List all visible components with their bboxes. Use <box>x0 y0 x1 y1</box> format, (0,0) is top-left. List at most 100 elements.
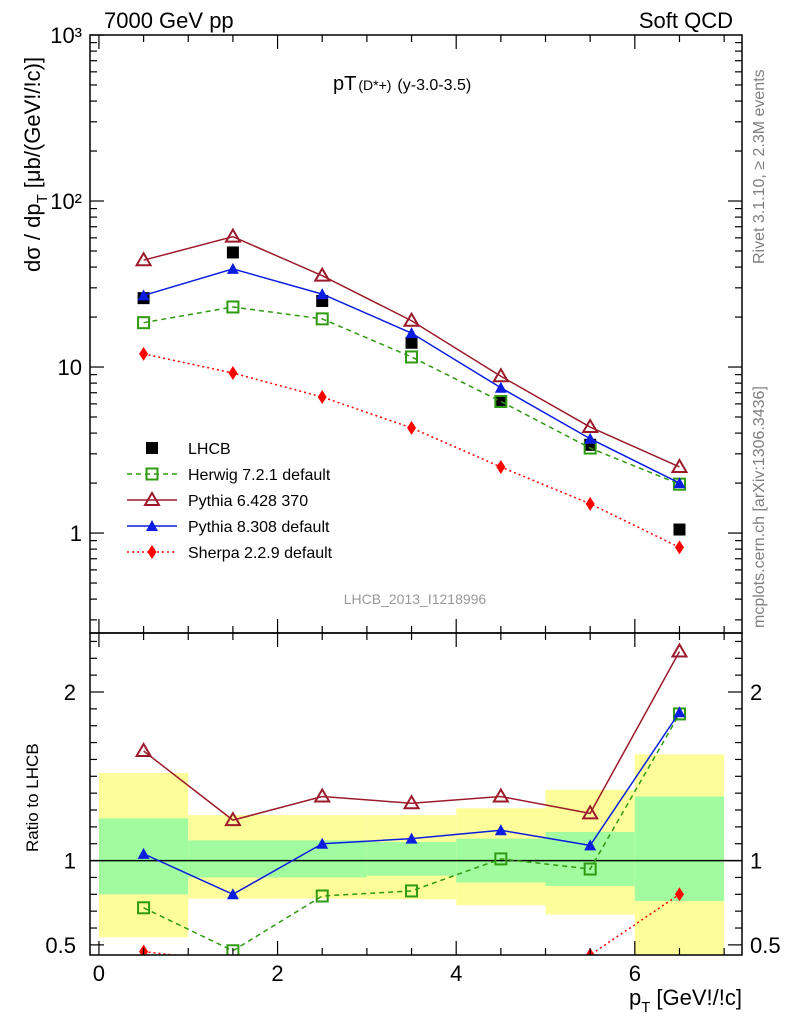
x-axis-label-units: [GeV!/!c] <box>656 985 742 1010</box>
ratio-point <box>316 837 329 849</box>
main-point <box>134 251 153 267</box>
ratio-point <box>405 832 418 844</box>
main-series-1 <box>137 300 686 491</box>
main-panel-series <box>134 227 689 555</box>
legend-marker <box>147 545 157 559</box>
y-tick-label: 10³ <box>50 23 82 48</box>
x-tick-label: 4 <box>450 961 462 986</box>
band-inner <box>188 840 278 878</box>
ratio-y-tick-label: 1 <box>64 849 76 874</box>
main-point <box>405 350 419 364</box>
main-point <box>315 312 329 326</box>
legend-entry: Sherpa 2.2.9 default <box>127 545 333 562</box>
legend-label: Sherpa 2.2.9 default <box>188 545 333 562</box>
legend-label: Pythia 6.428 370 <box>188 493 308 510</box>
legend-label: Herwig 7.2.1 default <box>188 467 331 484</box>
ratio-point <box>494 824 507 836</box>
ratio-point <box>315 889 329 903</box>
ratio-point <box>673 706 686 718</box>
band-inner <box>366 842 457 876</box>
main-frame <box>89 34 743 634</box>
ratio-uncertainty-bands <box>98 754 725 955</box>
plot-title: pT (D*+) (y-3.0-3.5) <box>333 73 471 95</box>
y-tick-label: 1 <box>70 521 82 546</box>
legend-entry: Herwig 7.2.1 default <box>127 467 331 484</box>
axes-frame: 1 10 10² 10³ 0 2 4 6 0.5 0.5 1 1 2 2 <box>45 23 780 986</box>
legend-entry: Pythia 6.428 370 <box>127 491 308 510</box>
main-series-line <box>143 306 680 485</box>
ratio-point <box>581 804 599 820</box>
main-point <box>402 311 421 327</box>
main-point <box>494 381 507 393</box>
legend: LHCB Herwig 7.2.1 default Pythia 6.428 370… <box>127 441 333 562</box>
ratio-y-tick-label-right: 1 <box>750 849 762 874</box>
process-label: Soft QCD <box>639 8 733 33</box>
ratio-point <box>674 887 684 902</box>
analysis-id: LHCB_2013_I1218996 <box>344 591 487 607</box>
ratio-frame <box>89 632 743 956</box>
main-point <box>670 457 689 473</box>
ratio-point <box>137 847 150 859</box>
main-point <box>137 316 151 330</box>
x-axis-label-text: p <box>629 985 641 1010</box>
x-tick-label: 2 <box>271 961 283 986</box>
ratio-point <box>137 901 151 915</box>
main-point <box>139 346 149 361</box>
legend-marker <box>146 442 158 454</box>
ratio-point <box>226 888 239 900</box>
main-point <box>226 246 239 259</box>
ratio-point <box>226 944 240 955</box>
y-axis-label-ratio: Ratio to LHCB <box>23 743 42 852</box>
main-series-4 <box>139 346 684 555</box>
y-axis-label-main-sub: T <box>34 194 51 203</box>
ratio-point <box>494 852 508 866</box>
main-point <box>137 289 150 301</box>
main-point <box>317 389 327 404</box>
ratio-series-line <box>143 651 681 821</box>
main-series-3 <box>137 262 686 489</box>
x-tick-label: 6 <box>629 961 641 986</box>
main-point <box>674 540 684 555</box>
ratio-point <box>492 787 510 803</box>
ratio-point <box>670 642 689 658</box>
main-point <box>496 459 506 474</box>
ratio-y-tick-label: 0.5 <box>45 933 76 958</box>
mcplots-label: mcplots.cern.ch [arXiv:1306.3436] <box>751 386 768 628</box>
ratio-point <box>500 954 502 955</box>
main-point <box>313 266 331 282</box>
legend-entry: LHCB <box>146 441 231 458</box>
ratio-y-tick-label: 2 <box>64 680 76 705</box>
plot-title-sub: (D*+) <box>358 77 391 93</box>
ratio-point <box>313 787 331 803</box>
ratio-point <box>134 742 153 758</box>
ratio-point <box>232 954 234 955</box>
main-point <box>316 288 329 300</box>
main-series-2 <box>134 227 689 473</box>
main-point <box>494 394 508 408</box>
ratio-series-1 <box>134 642 689 827</box>
legend-label: Pythia 8.308 default <box>188 519 330 536</box>
main-point <box>673 523 686 536</box>
main-point <box>585 496 595 511</box>
legend-marker <box>146 520 158 531</box>
ratio-point <box>224 811 242 827</box>
main-point <box>494 395 507 408</box>
x-axis-label-sub: T <box>641 999 650 1016</box>
main-point <box>226 300 240 314</box>
y-tick-label: 10² <box>50 189 82 214</box>
ratio-point <box>318 963 327 977</box>
ratio-point <box>584 839 597 851</box>
main-point <box>226 262 239 274</box>
y-tick-label: 10 <box>58 355 82 380</box>
ratio-point <box>583 862 597 876</box>
main-point <box>407 420 417 435</box>
ratio-y-tick-label-right: 2 <box>750 680 762 705</box>
main-point <box>405 336 418 349</box>
y-axis-label-main: dσ / dpT [μb/(GeV!/!c)] <box>20 57 51 272</box>
x-axis-label: pT [GeV!/!c] <box>629 985 742 1016</box>
plot-title-main: pT <box>333 73 356 95</box>
ratio-y-tick-label-right: 0.5 <box>750 933 781 958</box>
y-axis-label-main-text: dσ / dp <box>20 203 45 272</box>
main-point <box>405 327 418 339</box>
